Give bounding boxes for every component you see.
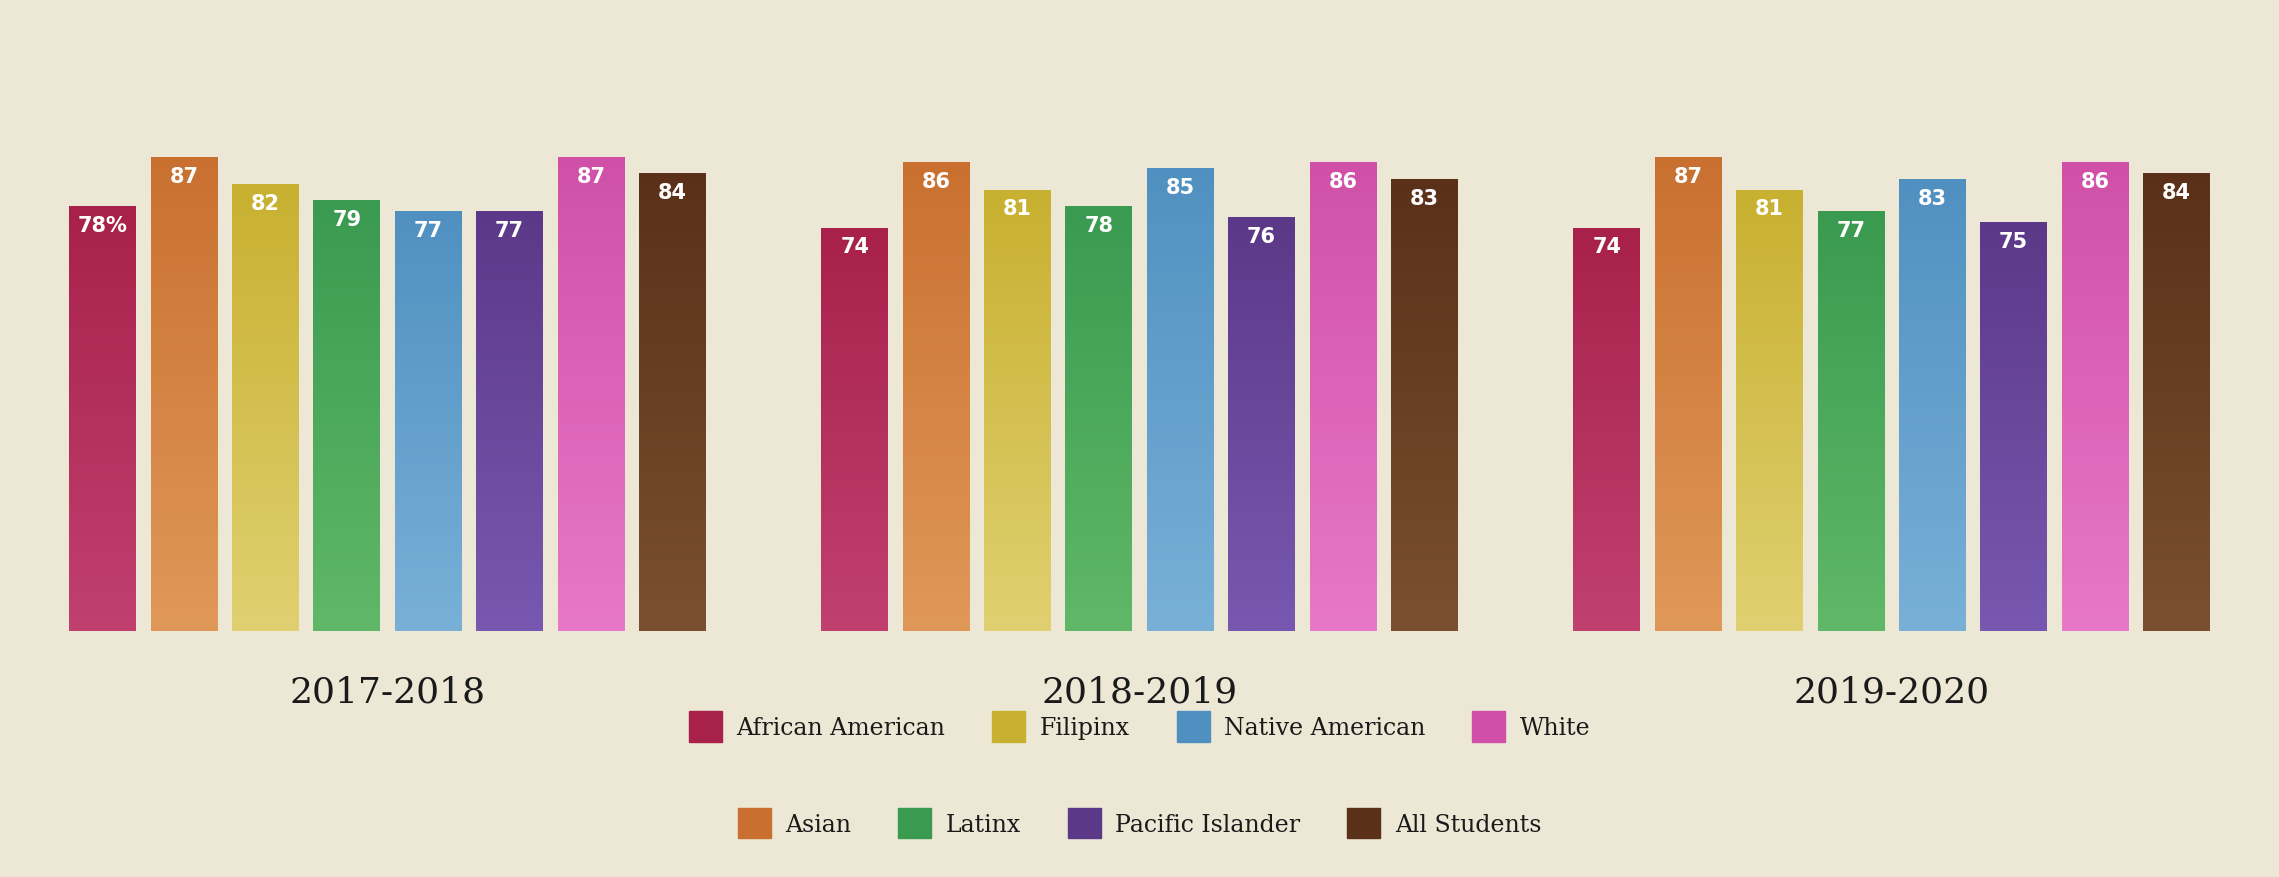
Text: 2017-2018: 2017-2018: [289, 675, 485, 709]
Text: 82: 82: [251, 194, 280, 214]
Text: 83: 83: [1917, 189, 1946, 208]
Text: 78%: 78%: [77, 216, 128, 235]
Text: 77: 77: [1837, 221, 1867, 241]
Text: 77: 77: [495, 221, 524, 241]
Legend: African American, Filipinx, Native American, White: African American, Filipinx, Native Ameri…: [679, 702, 1600, 752]
Text: 86: 86: [921, 172, 950, 192]
Text: 74: 74: [841, 237, 868, 257]
Text: 83: 83: [1411, 189, 1438, 208]
Text: 75: 75: [1999, 232, 2028, 252]
Text: 81: 81: [1003, 199, 1032, 219]
Text: 87: 87: [169, 167, 198, 187]
Text: 78: 78: [1085, 216, 1114, 235]
Text: 86: 86: [2081, 172, 2110, 192]
Text: 87: 87: [577, 167, 606, 187]
Text: 87: 87: [1673, 167, 1702, 187]
Text: 74: 74: [1593, 237, 1620, 257]
Legend: Asian, Latinx, Pacific Islander, All Students: Asian, Latinx, Pacific Islander, All Stu…: [729, 798, 1550, 848]
Text: 85: 85: [1165, 177, 1194, 197]
Text: 76: 76: [1247, 226, 1276, 246]
Text: 77: 77: [412, 221, 442, 241]
Text: 86: 86: [1329, 172, 1358, 192]
Text: 2019-2020: 2019-2020: [1794, 675, 1990, 709]
Text: 81: 81: [1755, 199, 1784, 219]
Text: 79: 79: [333, 210, 362, 230]
Text: 84: 84: [659, 183, 686, 203]
Text: 84: 84: [2163, 183, 2190, 203]
Text: 2018-2019: 2018-2019: [1042, 675, 1237, 709]
